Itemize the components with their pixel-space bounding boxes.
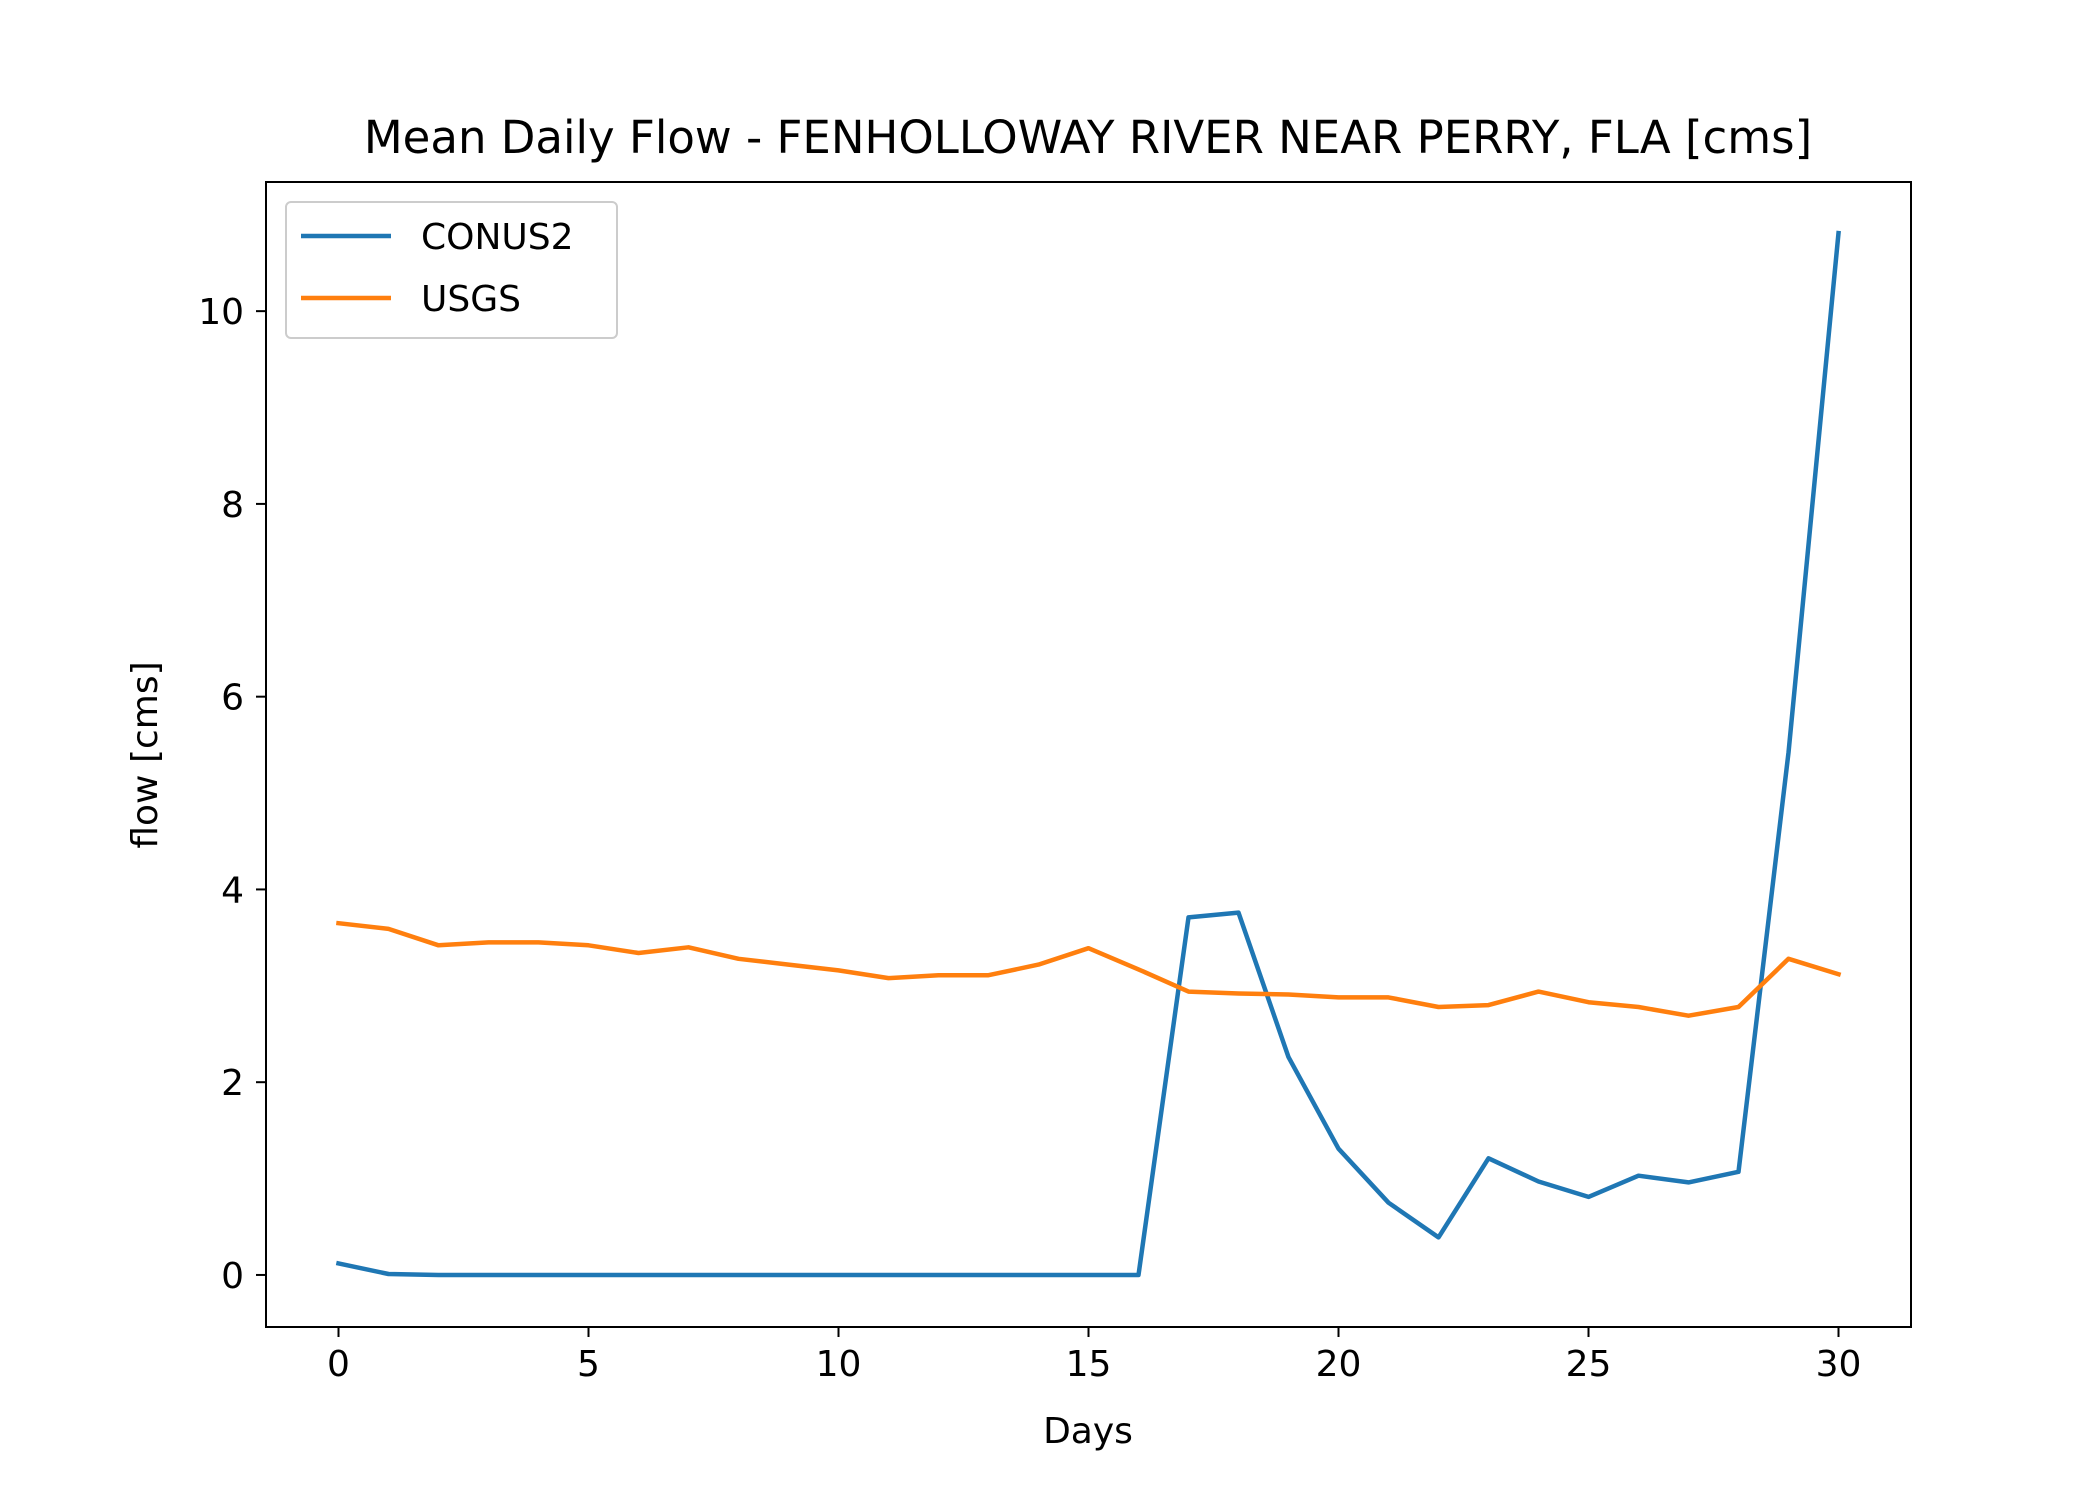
x-tick-label: 15 <box>1066 1344 1112 1385</box>
y-axis-ticks: 0 2 4 6 8 10 <box>198 292 266 1297</box>
y-tick-label: 4 <box>221 870 244 911</box>
x-tick-label: 0 <box>327 1344 350 1385</box>
legend: CONUS2 USGS <box>285 201 618 339</box>
x-tick-label: 10 <box>816 1344 862 1385</box>
series-usgs <box>336 920 1842 1018</box>
chart-title: Mean Daily Flow - FENHOLLOWAY RIVER NEAR… <box>364 111 1812 164</box>
x-tick-label: 20 <box>1316 1344 1362 1385</box>
y-tick-label: 2 <box>221 1063 244 1104</box>
y-axis-label: flow [cms] <box>125 661 166 848</box>
legend-label-conus2: CONUS2 <box>421 217 574 258</box>
x-axis-ticks: 0 5 10 15 20 25 30 <box>327 1327 1861 1385</box>
x-axis-label: Days <box>1043 1411 1133 1452</box>
x-tick-label: 25 <box>1566 1344 1612 1385</box>
legend-label-usgs: USGS <box>421 279 521 320</box>
x-tick-label: 5 <box>577 1344 600 1385</box>
series-conus2 <box>335 230 1841 1278</box>
y-tick-label: 10 <box>198 292 244 333</box>
series-layer <box>335 230 1842 1278</box>
y-tick-label: 0 <box>221 1256 244 1297</box>
y-tick-label: 6 <box>221 678 244 719</box>
y-tick-label: 8 <box>221 485 244 526</box>
x-tick-label: 30 <box>1816 1344 1862 1385</box>
